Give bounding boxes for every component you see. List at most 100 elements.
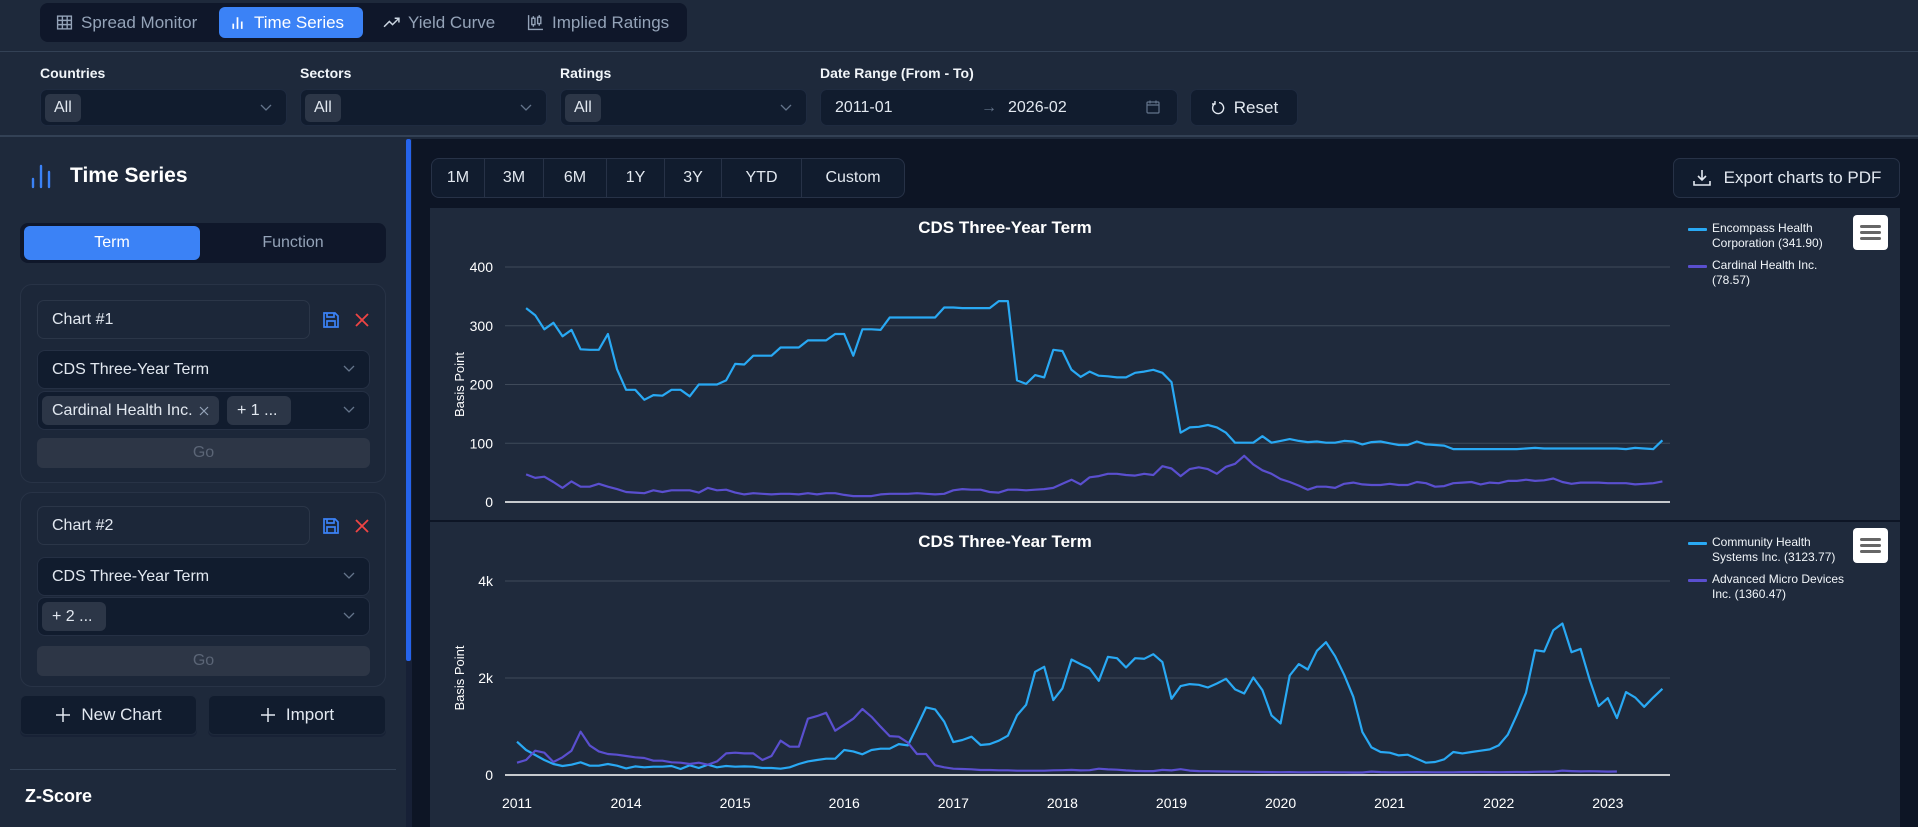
date-range-picker[interactable]: 2011-01 → 2026-02 <box>820 89 1178 126</box>
go-button[interactable]: Go <box>37 438 370 468</box>
chart-legend: Encompass Health Corporation (341.90) Ca… <box>1688 221 1848 295</box>
candlestick-icon <box>527 15 543 31</box>
bar-chart-icon <box>31 164 51 189</box>
chevron-down-icon <box>343 572 355 579</box>
more-chip[interactable]: + 1 ... <box>227 396 291 425</box>
period-1y[interactable]: 1Y <box>607 159 665 197</box>
entity-chip: Cardinal Health Inc. <box>42 396 219 425</box>
entity-multiselect[interactable]: + 2 ... <box>37 597 370 636</box>
y-tick-label: 100 <box>470 435 494 451</box>
ratings-label: Ratings <box>560 65 612 81</box>
toggle-term[interactable]: Term <box>24 226 200 260</box>
chart-title: CDS Three-Year Term <box>918 532 1092 551</box>
import-button[interactable]: Import <box>208 695 386 735</box>
new-chart-label: New Chart <box>81 705 162 724</box>
delete-icon[interactable] <box>352 516 372 536</box>
countries-label: Countries <box>40 65 106 81</box>
period-ytd[interactable]: YTD <box>722 159 802 197</box>
line-chart-2: 0 2k 4k Basis Point 2011 2014 2015 2016 2017 2018… <box>452 573 1670 811</box>
tab-spread-monitor[interactable]: Spread Monitor <box>46 7 207 38</box>
chart-config-card: Chart #2 CDS Three-Year Term + 2 ... Go <box>20 492 386 687</box>
x-tick-label: 2016 <box>829 795 860 811</box>
tab-label: Time Series <box>254 12 345 32</box>
metric-select[interactable]: CDS Three-Year Term <box>37 557 370 596</box>
legend-item[interactable]: Encompass Health Corporation (341.90) <box>1688 221 1848 251</box>
divider <box>10 769 396 770</box>
y-tick-label: 200 <box>470 377 494 393</box>
plus-icon <box>260 708 275 722</box>
legend-swatch <box>1688 542 1707 545</box>
chart-name-input[interactable]: Chart #1 <box>37 300 310 339</box>
go-button[interactable]: Go <box>37 646 370 676</box>
chevron-down-icon <box>343 365 355 372</box>
export-pdf-button[interactable]: Export charts to PDF <box>1673 158 1900 198</box>
date-to-input[interactable]: 2026-02 <box>1008 99 1067 116</box>
period-3m[interactable]: 3M <box>485 159 544 197</box>
line-chart-1: 0 100 200 300 400 Basis Point <box>452 259 1670 510</box>
chart-menu-button[interactable] <box>1853 528 1888 563</box>
x-tick-label: 2018 <box>1047 795 1078 811</box>
y-tick-label: 4k <box>478 573 494 589</box>
date-from-input[interactable]: 2011-01 <box>835 99 893 116</box>
tab-implied-ratings[interactable]: Implied Ratings <box>517 7 679 38</box>
reset-label: Reset <box>1233 97 1279 117</box>
save-icon[interactable] <box>321 516 341 536</box>
x-tick-label: 2011 <box>502 795 532 811</box>
period-custom[interactable]: Custom <box>825 169 881 186</box>
entity-chip-label: Cardinal Health Inc. <box>52 401 193 419</box>
trend-up-icon <box>383 17 400 28</box>
chevron-down-icon <box>260 104 272 111</box>
legend-item[interactable]: Cardinal Health Inc. (78.57) <box>1688 258 1848 288</box>
delete-icon[interactable] <box>352 310 372 330</box>
more-chip[interactable]: + 2 ... <box>42 602 106 631</box>
module-tabs: Spread Monitor Time Series Yield Curve I… <box>40 3 687 42</box>
chart-panel-1: 0 100 200 300 400 Basis Point CDS Three-Year … <box>430 208 1900 520</box>
section-z-score[interactable]: Z-Score <box>25 786 93 806</box>
y-tick-label: 2k <box>478 670 494 686</box>
chart-name-input[interactable]: Chart #2 <box>37 506 310 545</box>
reset-button[interactable]: Reset <box>1190 89 1298 126</box>
countries-select[interactable]: All <box>40 89 287 126</box>
y-axis-title: Basis Point <box>452 645 467 710</box>
legend-label: Cardinal Health Inc. (78.57) <box>1712 258 1818 287</box>
chart-legend: Community Health Systems Inc. (3123.77) … <box>1688 535 1848 609</box>
period-6m[interactable]: 6M <box>544 159 607 197</box>
reset-icon <box>1211 100 1225 114</box>
chart-menu-button[interactable] <box>1853 215 1888 250</box>
x-tick-label: 2022 <box>1483 795 1514 811</box>
countries-chip: All <box>45 94 81 122</box>
tab-time-series[interactable]: Time Series <box>219 7 363 38</box>
save-icon[interactable] <box>321 310 341 330</box>
tab-yield-curve[interactable]: Yield Curve <box>373 7 505 38</box>
x-tick-label: 2019 <box>1156 795 1187 811</box>
legend-item[interactable]: Community Health Systems Inc. (3123.77) <box>1688 535 1848 565</box>
toggle-function[interactable]: Function <box>262 234 324 251</box>
remove-chip-icon[interactable] <box>199 406 209 416</box>
chart-panel-2: 0 2k 4k Basis Point 2011 2014 2015 2016 2017 2018… <box>430 522 1900 827</box>
tab-label: Yield Curve <box>408 12 496 32</box>
period-1m[interactable]: 1M <box>432 159 485 197</box>
sectors-label: Sectors <box>300 65 352 81</box>
import-label: Import <box>285 705 335 724</box>
period-3y[interactable]: 3Y <box>665 159 722 197</box>
legend-item[interactable]: Advanced Micro Devices Inc. (1360.47) <box>1688 572 1848 602</box>
period-selector: 1M 3M 6M 1Y 3Y YTD Custom <box>431 158 905 198</box>
ratings-select[interactable]: All <box>560 89 807 126</box>
new-chart-button[interactable]: New Chart <box>20 695 197 735</box>
panel-gutter <box>412 139 430 827</box>
entity-multiselect[interactable]: Cardinal Health Inc. + 1 ... <box>37 391 370 430</box>
sidebar-scrollbar[interactable] <box>406 139 411 661</box>
legend-label: Community Health Systems Inc. (3123.77) <box>1712 535 1836 564</box>
x-tick-label: 2014 <box>611 795 642 811</box>
series-line-1 <box>516 622 1664 771</box>
metric-select[interactable]: CDS Three-Year Term <box>37 350 370 389</box>
y-tick-label: 300 <box>470 318 494 334</box>
download-icon <box>1692 170 1711 186</box>
ratings-chip: All <box>565 94 601 122</box>
legend-swatch <box>1688 228 1707 231</box>
sectors-select[interactable]: All <box>300 89 547 126</box>
chevron-down-icon <box>520 104 532 111</box>
series-line-1 <box>525 299 1664 451</box>
series-line-2 <box>525 454 1663 498</box>
export-label: Export charts to PDF <box>1723 168 1882 187</box>
